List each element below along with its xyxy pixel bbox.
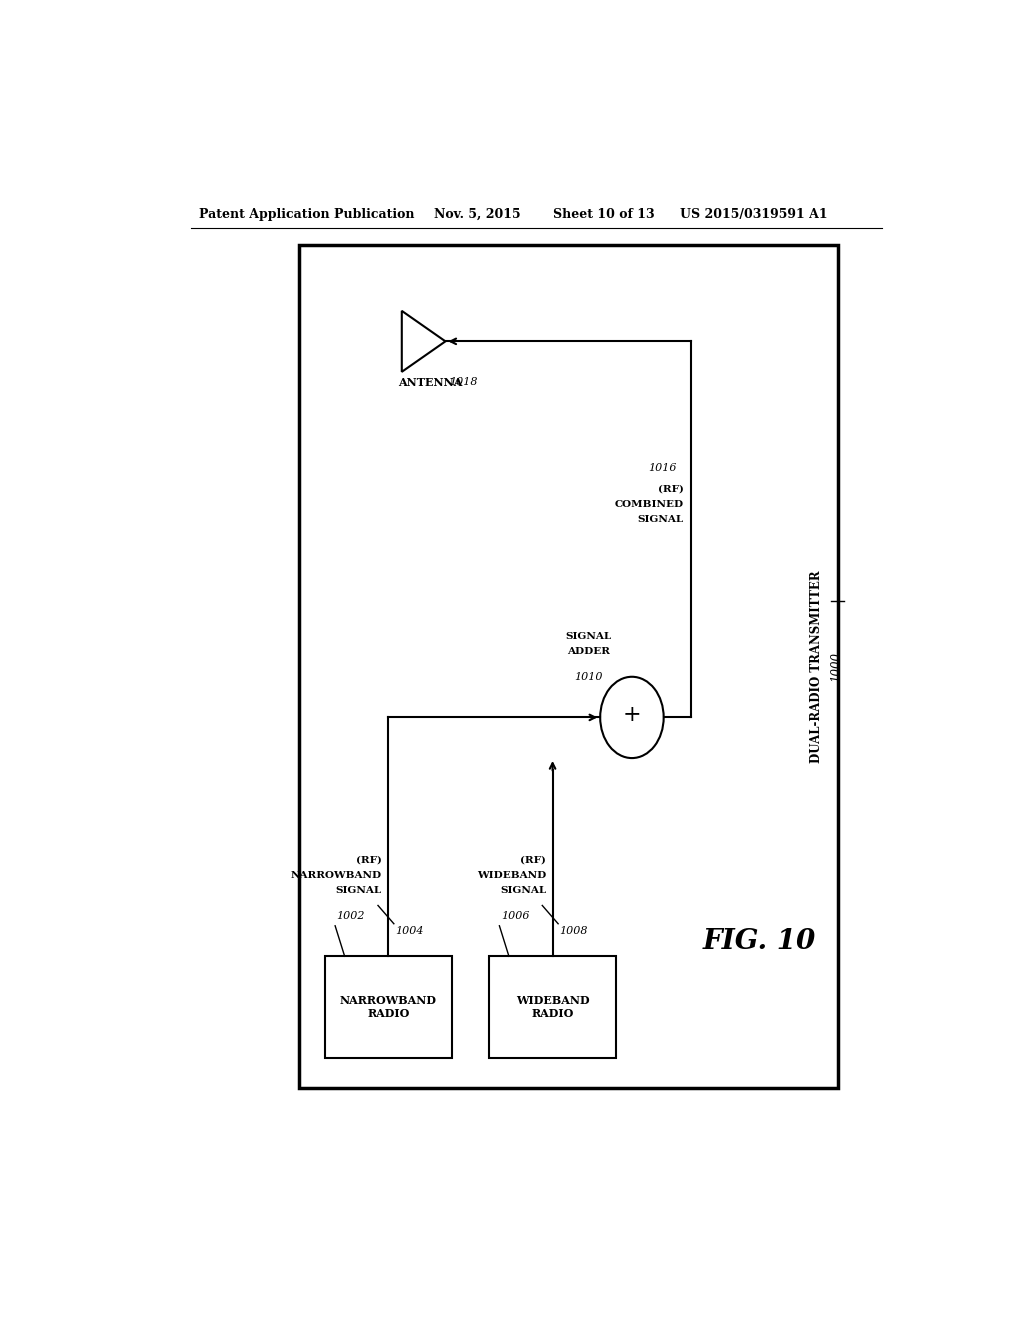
Text: US 2015/0319591 A1: US 2015/0319591 A1: [680, 207, 827, 220]
Text: 1016: 1016: [648, 463, 676, 474]
Text: NARROWBAND
RADIO: NARROWBAND RADIO: [340, 995, 437, 1019]
Bar: [325, 956, 452, 1057]
Text: +: +: [623, 705, 641, 726]
Text: SIGNAL: SIGNAL: [336, 886, 382, 895]
Text: 1004: 1004: [395, 925, 424, 936]
Text: ANTENNA: ANTENNA: [397, 378, 462, 388]
Text: NARROWBAND: NARROWBAND: [291, 871, 382, 880]
Text: Sheet 10 of 13: Sheet 10 of 13: [553, 207, 654, 220]
Text: SIGNAL: SIGNAL: [637, 515, 684, 524]
Text: 1002: 1002: [337, 911, 366, 921]
Text: COMBINED: COMBINED: [614, 500, 684, 510]
Text: FIG. 10: FIG. 10: [702, 928, 815, 954]
Text: Nov. 5, 2015: Nov. 5, 2015: [433, 207, 520, 220]
Bar: [299, 244, 839, 1089]
Text: Patent Application Publication: Patent Application Publication: [200, 207, 415, 220]
Text: DUAL-RADIO TRANSMITTER: DUAL-RADIO TRANSMITTER: [810, 570, 823, 763]
Text: (RF): (RF): [356, 855, 382, 865]
Text: 1006: 1006: [501, 911, 529, 921]
Text: 1018: 1018: [450, 378, 478, 387]
Text: 1000: 1000: [830, 652, 843, 681]
Text: (RF): (RF): [520, 855, 546, 865]
Text: WIDEBAND: WIDEBAND: [477, 871, 546, 880]
Text: SIGNAL: SIGNAL: [500, 886, 546, 895]
Text: SIGNAL: SIGNAL: [565, 632, 611, 642]
Text: WIDEBAND
RADIO: WIDEBAND RADIO: [516, 995, 590, 1019]
Text: (RF): (RF): [657, 484, 684, 494]
Bar: [489, 956, 616, 1057]
Text: 1008: 1008: [560, 925, 588, 936]
Text: 1010: 1010: [574, 672, 602, 681]
Text: ADDER: ADDER: [567, 647, 609, 656]
Circle shape: [600, 677, 664, 758]
